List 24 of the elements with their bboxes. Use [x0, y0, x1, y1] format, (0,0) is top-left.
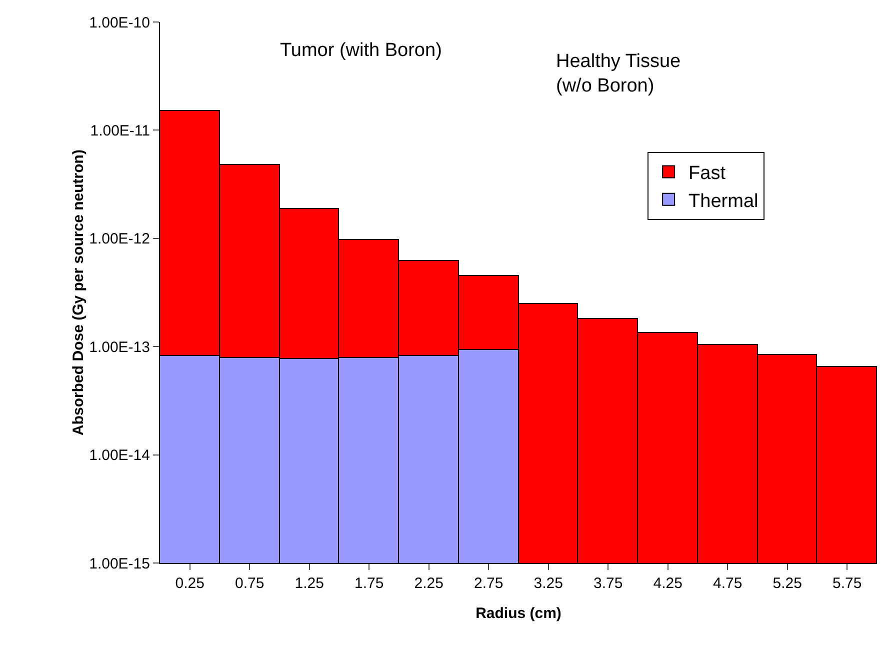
x-tick-label: 5.25: [772, 575, 802, 592]
y-tick-label: 1.00E-10: [89, 14, 150, 32]
y-tick-label: 1.00E-12: [89, 230, 150, 248]
x-tick-label: 5.75: [832, 575, 862, 592]
x-tick-label: 2.75: [474, 575, 504, 592]
y-tick-label: 1.00E-15: [89, 555, 150, 572]
y-tick-label: 1.00E-11: [90, 122, 150, 140]
x-tick-label: 3.25: [534, 575, 563, 592]
x-tick-label: 1.75: [354, 575, 384, 592]
x-tick-label: 4.25: [653, 575, 682, 592]
y-tick-label: 1.00E-14: [89, 447, 150, 464]
x-tick-label: 1.25: [294, 575, 324, 592]
x-tick-label: 0.25: [175, 575, 204, 592]
x-axis-title: Radius (cm): [476, 605, 562, 622]
x-tick-label: 4.75: [713, 575, 742, 592]
y-tick-label: 1.00E-13: [89, 338, 150, 356]
x-tick-label: 0.75: [235, 575, 264, 592]
x-tick-label: 2.25: [414, 575, 444, 592]
legend-label: Fast: [688, 163, 726, 184]
y-axis-title: Absorbed Dose (Gy per source neutron): [70, 150, 88, 436]
x-tick-label: 3.75: [594, 575, 623, 592]
annotation: Healthy Tissue (w/o Boron): [556, 51, 681, 97]
legend-label: Thermal: [688, 190, 758, 212]
annotation: Tumor (with Boron): [280, 40, 442, 61]
